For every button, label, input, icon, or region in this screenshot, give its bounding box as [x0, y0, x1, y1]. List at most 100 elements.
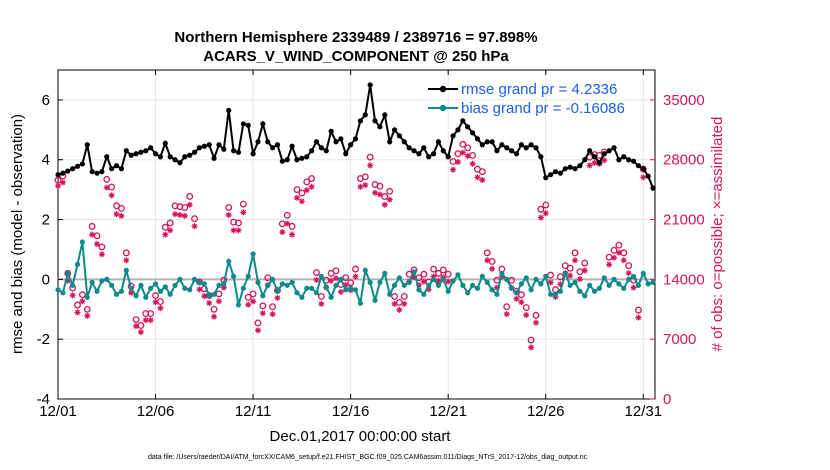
obs-possible-point — [386, 187, 394, 195]
rmse-point — [411, 148, 417, 154]
obs-assimilated-point — [235, 227, 242, 234]
bias-point — [465, 290, 471, 296]
obs-assimilated-point — [503, 311, 510, 318]
obs-possible-point — [303, 178, 311, 186]
chart-title-line1: Northern Hemisphere 2339489 / 2389716 = … — [174, 29, 537, 46]
rmse-point — [265, 139, 271, 145]
obs-possible-point — [249, 290, 257, 298]
obs-possible-point — [98, 243, 106, 251]
obs-assimilated-point — [591, 159, 598, 166]
bias-point — [426, 282, 432, 288]
obs-assimilated-point — [172, 211, 179, 218]
bias-point — [645, 281, 651, 287]
bias-point — [396, 275, 403, 281]
rmse-point — [240, 121, 246, 127]
obs-possible-point — [478, 168, 486, 176]
bias-point — [489, 287, 495, 293]
obs-possible-point — [576, 268, 584, 276]
obs-possible-point — [454, 150, 462, 158]
obs-assimilated-point — [118, 212, 125, 219]
rmse-point — [650, 185, 656, 191]
obs-assimilated-point — [367, 162, 374, 169]
bias-point — [274, 288, 281, 294]
obs-assimilated-point — [420, 278, 427, 285]
bias-point — [284, 282, 290, 288]
obs-assimilated-point — [284, 220, 291, 227]
obs-assimilated-point — [479, 176, 486, 183]
bias-point — [65, 270, 71, 276]
obs-possible-point — [615, 241, 623, 249]
rmse-point — [270, 145, 276, 151]
y-right-tick-label: 21000 — [663, 212, 705, 229]
obs-possible-point — [444, 270, 452, 278]
obs-assimilated-point — [537, 214, 544, 221]
bias-point — [548, 291, 554, 297]
bias-point — [187, 287, 193, 293]
obs-assimilated-point — [513, 295, 520, 302]
obs-possible-point — [181, 204, 189, 212]
obs-possible-point — [556, 273, 564, 281]
obs-possible-series — [54, 140, 647, 344]
y-axis-ticks: -4 -2 0 2 4 6 — [37, 92, 63, 408]
obs-assimilated-point — [259, 310, 266, 317]
rmse-point — [216, 142, 222, 148]
bias-point — [504, 276, 510, 282]
obs-possible-point — [347, 279, 355, 287]
obs-assimilated-point — [55, 182, 61, 189]
rmse-point — [143, 148, 149, 154]
rmse-point — [128, 152, 134, 158]
rmse-point — [167, 154, 173, 160]
rmse-point — [455, 127, 461, 133]
obs-possible-point — [147, 310, 155, 317]
obs-possible-point — [464, 144, 472, 152]
rmse-point — [640, 166, 646, 172]
legend-bias-marker — [439, 104, 447, 112]
bias-point — [518, 281, 524, 287]
rmse-point — [504, 145, 510, 151]
obs-possible-point — [517, 291, 525, 299]
bias-point — [201, 281, 207, 287]
rmse-point — [450, 133, 456, 139]
obs-possible-point — [459, 140, 467, 148]
obs-possible-point — [308, 175, 316, 182]
obs-assimilated-point — [435, 277, 442, 284]
bias-point — [635, 282, 642, 288]
rmse-point — [338, 136, 344, 142]
bias-point — [640, 270, 646, 276]
bias-point — [294, 290, 300, 296]
obs-possible-point — [186, 193, 194, 200]
obs-assimilated-point — [142, 317, 149, 324]
bias-point — [440, 276, 446, 282]
bias-point — [533, 276, 539, 282]
rmse-point — [328, 128, 334, 134]
rmse-point — [509, 148, 515, 154]
obs-assimilated-point — [557, 281, 564, 288]
bias-point — [299, 294, 305, 300]
obs-possible-point — [552, 286, 559, 294]
rmse-point — [460, 118, 466, 124]
rmse-point — [426, 154, 432, 160]
obs-assimilated-point — [147, 317, 154, 324]
x-axis-label: Dec.01,2017 00:00:00 start — [270, 428, 452, 445]
obs-assimilated-point — [459, 149, 466, 156]
obs-possible-point — [283, 211, 291, 219]
obs-assimilated-point — [635, 314, 642, 321]
rmse-point — [469, 130, 476, 136]
chart-title-line2: ACARS_V_WIND_COMPONENT @ 250 hPa — [203, 48, 509, 65]
bias-point — [60, 290, 66, 296]
bias-point — [84, 294, 90, 300]
obs-assimilated-point — [415, 282, 422, 289]
obs-possible-point — [83, 305, 91, 313]
obs-possible-point — [74, 301, 81, 309]
bias-point — [167, 291, 173, 297]
bias-point — [99, 278, 105, 284]
bias-point — [577, 288, 583, 294]
rmse-point — [377, 124, 383, 130]
obs-assimilated-point — [615, 249, 622, 256]
bias-point — [352, 287, 359, 293]
obs-possible-point — [235, 219, 242, 227]
obs-possible-point — [288, 222, 296, 230]
obs-possible-point — [239, 200, 247, 208]
obs-possible-point — [566, 264, 574, 272]
obs-possible-point — [152, 292, 159, 300]
